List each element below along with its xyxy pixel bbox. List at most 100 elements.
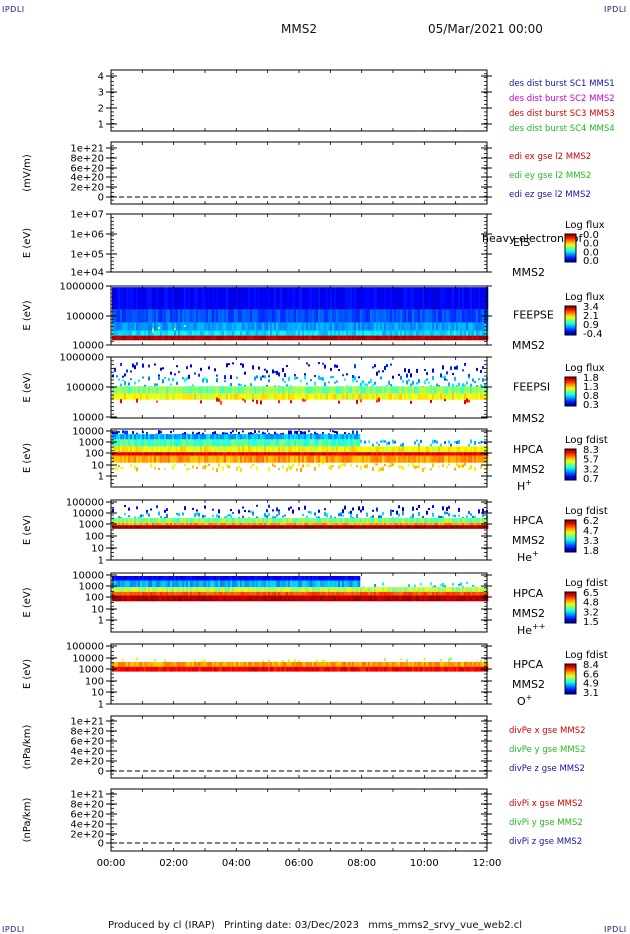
spectrogram-cell: [298, 576, 301, 581]
spectrogram-cell: [138, 666, 141, 672]
spectrogram-cell: [484, 587, 487, 592]
spectrogram-cell: [460, 393, 463, 400]
spectrogram-cell: [448, 505, 450, 509]
spectrogram-cell: [358, 662, 361, 667]
spectrogram-cell: [152, 666, 155, 672]
spectrogram-cell: [170, 386, 173, 394]
spectrogram-cell: [320, 662, 323, 667]
spectrogram-cell: [146, 446, 149, 453]
spectrogram-cell: [310, 379, 312, 382]
spectrogram-cell: [480, 587, 483, 592]
spectrogram-cell: [266, 335, 269, 341]
spectrogram-cell: [398, 518, 401, 523]
spectrogram-cell: [420, 591, 423, 596]
spectrogram-cell: [350, 580, 353, 588]
spectrogram-cell: [182, 518, 185, 523]
spectrogram-cell: [230, 335, 233, 341]
spectrogram-cell: [270, 587, 273, 592]
spectrogram-cell: [238, 446, 241, 453]
spectrogram-cell: [464, 330, 467, 336]
colorbar: [564, 376, 577, 407]
spectrogram-cell: [436, 518, 439, 523]
spectrogram-cell: [182, 287, 185, 310]
spectrogram-cell: [346, 587, 349, 592]
spectrogram-cell: [328, 595, 331, 602]
spectrogram-cell: [234, 595, 237, 602]
spectrogram-cell: [266, 452, 269, 456]
spectrogram-cell: [320, 434, 323, 440]
spectrogram-cell: [430, 452, 433, 456]
spectrogram-cell: [176, 434, 179, 440]
spectrogram-cell: [148, 455, 151, 463]
spectrogram-cell: [436, 440, 438, 444]
spectrogram-cell: [472, 666, 475, 672]
spectrogram-cell: [426, 386, 429, 394]
spectrogram-cell: [476, 385, 478, 388]
spectrogram-cell: [142, 439, 145, 447]
spectrogram-cell: [202, 666, 205, 672]
spectrogram-cell: [204, 434, 207, 440]
spectrogram-cell: [232, 446, 235, 453]
spectrogram-cell: [468, 287, 471, 310]
spectrogram-cell: [340, 662, 343, 667]
spectrogram-cell: [148, 309, 151, 323]
spectrogram-cell: [362, 455, 365, 463]
spectrogram-cell: [340, 666, 343, 672]
spectrogram-cell: [286, 455, 289, 463]
spectrogram-cell: [372, 384, 374, 388]
spectrogram-cell: [314, 330, 317, 336]
spectrogram-cell: [154, 595, 157, 602]
spectrogram-cell: [218, 576, 221, 581]
spectrogram-cell: [410, 455, 413, 463]
spectrogram-cell: [442, 587, 445, 592]
spectrogram-cell: [422, 662, 425, 667]
spectrogram-cell: [358, 335, 361, 341]
spectrogram-cell: [322, 522, 325, 526]
spectrogram-cell: [192, 386, 195, 394]
spectrogram-cell: [316, 446, 319, 453]
spectrogram-cell: [192, 309, 195, 323]
spectrogram-cell: [244, 452, 247, 456]
spectrogram-cell: [312, 287, 315, 310]
spectrogram-cell: [236, 518, 239, 523]
spectrogram-cell: [352, 322, 355, 331]
spectrogram-cell: [152, 576, 155, 581]
instrument-label: FEEPSE: [513, 309, 554, 322]
spectrogram-cell: [192, 662, 195, 667]
spectrogram-cell: [434, 287, 437, 310]
spectrogram-cell: [194, 446, 197, 453]
spectrogram-cell: [208, 330, 211, 336]
spectrogram-cell: [208, 434, 211, 440]
spectrogram-cell: [118, 452, 121, 456]
spectrogram-cell: [268, 287, 271, 310]
spectrogram-cell: [358, 322, 361, 331]
spectrogram-cell: [446, 591, 449, 596]
spectrogram-cell: [400, 666, 403, 672]
spectrogram-cell: [422, 591, 425, 596]
spectrogram-cell: [468, 466, 470, 470]
spectrogram-cell: [272, 335, 275, 341]
spectrogram-cell: [374, 309, 377, 323]
spectrogram-cell: [188, 662, 191, 667]
spectrogram-cell: [392, 455, 395, 463]
spectrogram-cell: [262, 330, 265, 336]
spectrogram-cell: [420, 287, 423, 310]
spectrogram-cell: [348, 522, 351, 526]
spectrogram-cell: [302, 398, 304, 402]
spectrogram-cell: [288, 452, 291, 456]
spectrogram-cell: [372, 393, 375, 400]
spectrogram-cell: [294, 287, 297, 310]
spectrogram-cell: [224, 516, 226, 519]
spectrogram-cell: [208, 366, 210, 370]
spectrogram-cell: [148, 580, 151, 588]
spectrogram-cell: [372, 443, 374, 447]
spectrogram-cell: [140, 518, 143, 523]
spectrogram-cell: [170, 587, 173, 592]
spectrogram-cell: [458, 591, 461, 596]
spectrogram-cell: [446, 322, 449, 331]
spectrogram-cell: [410, 383, 412, 387]
spectrogram-cell: [284, 576, 287, 581]
spectrogram-cell: [348, 446, 351, 453]
spectrogram-cell: [118, 434, 121, 440]
spectrogram-cell: [394, 522, 397, 526]
